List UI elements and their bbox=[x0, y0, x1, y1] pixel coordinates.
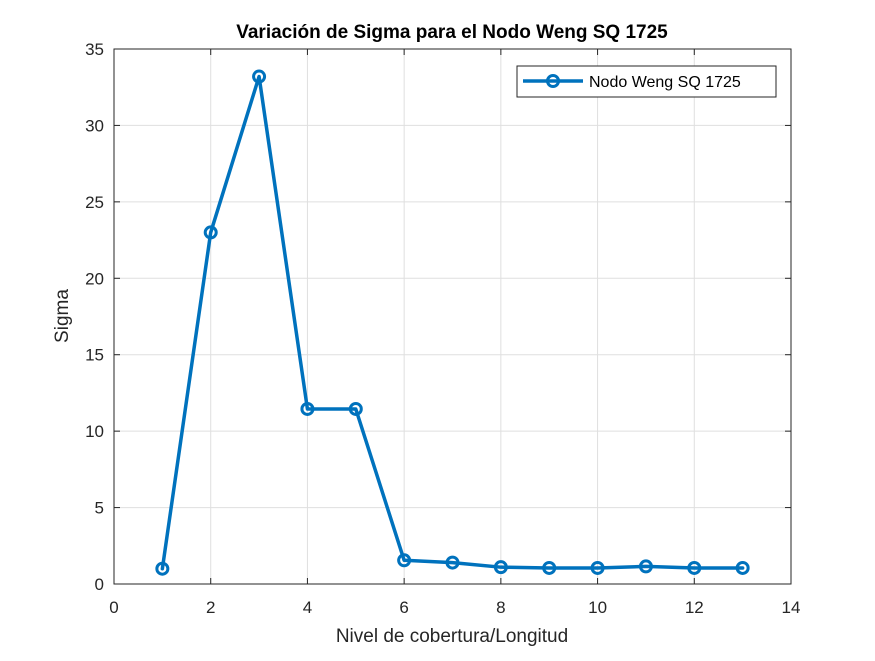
y-axis-label: Sigma bbox=[52, 289, 73, 343]
series-line bbox=[160, 74, 745, 571]
data-point bbox=[252, 69, 267, 84]
data-point bbox=[493, 560, 508, 575]
data-point bbox=[542, 560, 557, 575]
x-tick-label: 14 bbox=[782, 598, 801, 617]
plot-background bbox=[114, 49, 791, 584]
data-point bbox=[348, 401, 363, 416]
data-point bbox=[687, 560, 702, 575]
y-tick-label: 10 bbox=[85, 422, 104, 441]
grid bbox=[114, 49, 791, 584]
y-tick-label: 30 bbox=[85, 116, 104, 135]
legend-marker-sample bbox=[546, 74, 560, 88]
x-tick-label: 4 bbox=[303, 598, 312, 617]
chart-title: Variación de Sigma para el Nodo Weng SQ … bbox=[236, 22, 668, 43]
data-point bbox=[155, 561, 170, 576]
x-tick-label: 2 bbox=[206, 598, 215, 617]
data-point bbox=[300, 401, 315, 416]
data-point bbox=[735, 560, 750, 575]
x-tick-label: 6 bbox=[399, 598, 408, 617]
y-tick-label: 5 bbox=[95, 499, 104, 518]
x-tick-label: 0 bbox=[109, 598, 118, 617]
y-tick-label: 20 bbox=[85, 269, 104, 288]
y-tick-label: 25 bbox=[85, 193, 104, 212]
x-tick-label: 8 bbox=[496, 598, 505, 617]
data-point bbox=[397, 553, 412, 568]
x-axis-label: Nivel de cobertura/Longitud bbox=[336, 626, 568, 647]
x-tick-label: 12 bbox=[685, 598, 704, 617]
ticks: 0 2 4 6 8 10 12 14 0 5 10 15 20 25 30 35 bbox=[85, 40, 800, 617]
data-point bbox=[445, 555, 460, 570]
y-tick-label: 35 bbox=[85, 40, 104, 59]
legend: Nodo Weng SQ 1725 bbox=[516, 65, 777, 98]
data-point bbox=[203, 225, 218, 240]
data-point bbox=[590, 560, 605, 575]
plot-frame bbox=[113, 48, 792, 585]
x-tick-label: 10 bbox=[588, 598, 607, 617]
data-point bbox=[638, 559, 653, 574]
y-tick-label: 0 bbox=[95, 575, 104, 594]
y-tick-label: 15 bbox=[85, 346, 104, 365]
legend-entry-label: Nodo Weng SQ 1725 bbox=[589, 74, 741, 91]
legend-box bbox=[516, 65, 777, 98]
series-layer bbox=[155, 69, 750, 576]
